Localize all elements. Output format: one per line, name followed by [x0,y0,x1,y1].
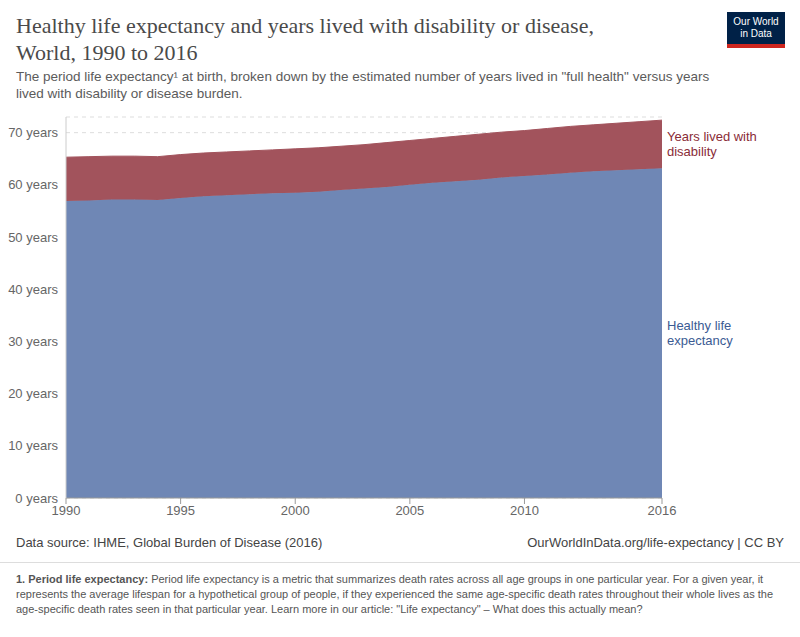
svg-text:2016: 2016 [648,503,677,518]
svg-text:20 years: 20 years [8,386,58,401]
html-text:Our World in Data: Our World in Data [733,16,779,39]
svg-text:60 years: 60 years [8,177,58,192]
html-text:Data source: IHME, Global Burd: Data source: IHME, Global Burden of Dise… [16,535,323,550]
html-text:OurWorldInData.org/life-expect: OurWorldInData.org/life-expectancy | CC … [527,535,784,550]
svg-text:2005: 2005 [395,503,424,518]
html-text:1. Period life expectancy: Per: 1. Period life expectancy: Period life e… [16,573,773,615]
html-text:The period life expectancy¹ at: The period life expectancy¹ at birth, br… [16,69,710,101]
svg-text:0 years: 0 years [15,491,58,506]
svg-text:40 years: 40 years [8,282,58,297]
svg-text:2010: 2010 [510,503,539,518]
svg-text:1990: 1990 [51,503,81,519]
svg-text:1995: 1995 [166,503,195,518]
svg-text:70 years: 70 years [8,125,58,140]
html-text:Healthy life expectancy: Healthy life expectancy [667,318,733,349]
svg-text:50 years: 50 years [8,230,58,245]
html-text:Healthy life expectancy and ye: Healthy life expectancy and years lived … [16,13,594,65]
svg-text:2000: 2000 [281,503,310,518]
svg-text:10 years: 10 years [8,438,58,453]
svg-text:30 years: 30 years [8,334,58,349]
html-text:Years lived with disability: Years lived with disability [667,129,757,160]
